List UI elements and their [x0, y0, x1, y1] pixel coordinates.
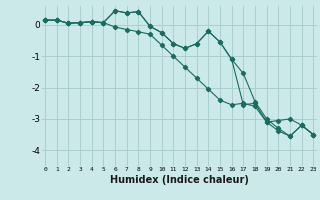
- X-axis label: Humidex (Indice chaleur): Humidex (Indice chaleur): [110, 175, 249, 185]
